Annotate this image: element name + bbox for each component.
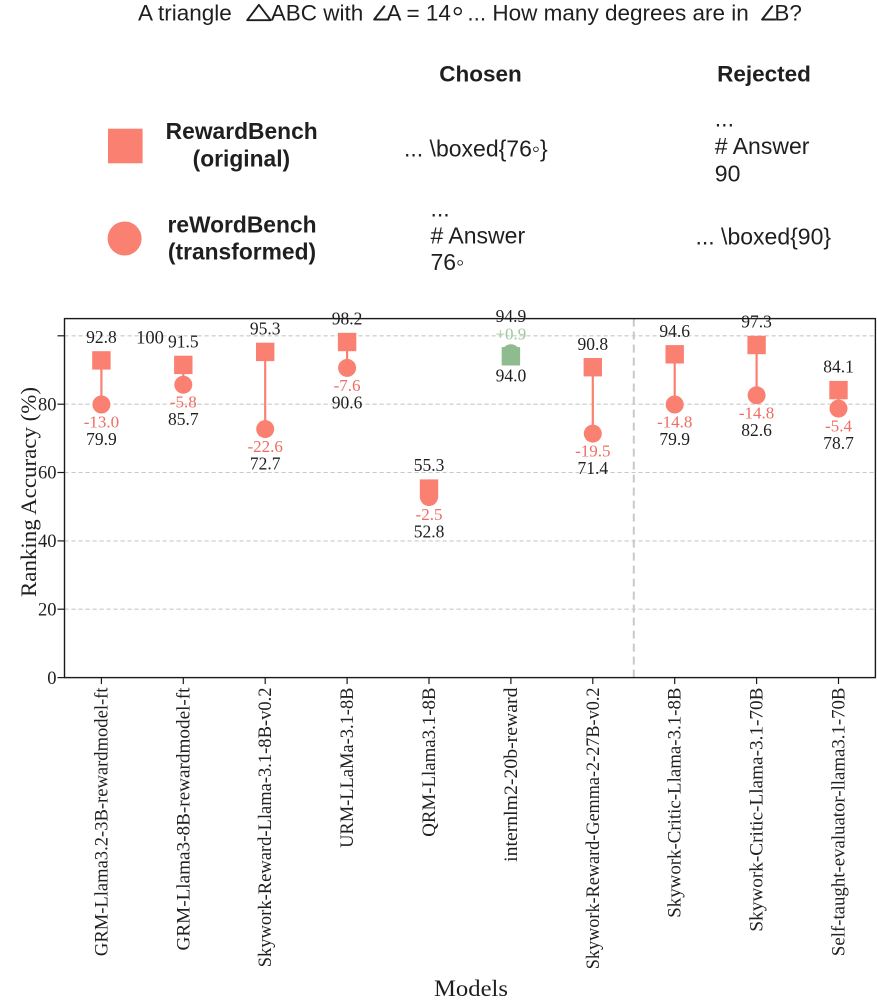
svg-text:Chosen: Chosen [439, 62, 522, 87]
svg-text:+0.9: +0.9 [495, 325, 526, 344]
svg-text:20: 20 [38, 600, 57, 620]
svg-text:-13.0: -13.0 [84, 413, 119, 432]
svg-text:100: 100 [136, 328, 164, 348]
svg-text:98.2: 98.2 [332, 309, 363, 329]
svg-text:Skywork-Critic-Llama-3.1-8B: Skywork-Critic-Llama-3.1-8B [666, 688, 686, 918]
svg-text:91.5: 91.5 [168, 332, 199, 352]
svg-text:78.7: 78.7 [823, 433, 854, 453]
svg-text:72.7: 72.7 [250, 454, 281, 474]
svg-text:... \boxed{76◦}: ... \boxed{76◦} [404, 136, 548, 162]
svg-text:Skywork-Reward-Gemma-2-27B-v0.: Skywork-Reward-Gemma-2-27B-v0.2 [584, 688, 604, 970]
svg-text:-22.6: -22.6 [247, 437, 282, 456]
svg-text:84.1: 84.1 [823, 357, 854, 377]
svg-text:60: 60 [38, 464, 57, 484]
svg-text:79.9: 79.9 [659, 429, 690, 449]
svg-text:79.9: 79.9 [86, 429, 117, 449]
svg-text:94.9: 94.9 [496, 306, 527, 326]
svg-text:QRM-Llama3.1-8B: QRM-Llama3.1-8B [420, 688, 440, 837]
svg-text:... \boxed{90}: ... \boxed{90} [696, 224, 832, 250]
svg-text:92.8: 92.8 [86, 327, 117, 347]
svg-text:(transformed): (transformed) [168, 239, 316, 265]
svg-text:# Answer: # Answer [715, 133, 810, 159]
svg-text:0: 0 [47, 669, 56, 689]
svg-text:Ranking Accuracy (%): Ranking Accuracy (%) [16, 387, 41, 597]
svg-text:80: 80 [38, 395, 57, 415]
svg-text:reWordBench: reWordBench [167, 211, 316, 237]
svg-text:76◦: 76◦ [431, 249, 465, 275]
svg-text:40: 40 [38, 532, 57, 552]
svg-text:Skywork-Critic-Llama-3.1-70B: Skywork-Critic-Llama-3.1-70B [748, 688, 768, 932]
svg-text:52.8: 52.8 [414, 522, 445, 542]
svg-text:90.6: 90.6 [332, 392, 363, 412]
svg-text:55.3: 55.3 [414, 455, 445, 475]
svg-text:90.8: 90.8 [577, 334, 608, 354]
svg-text:Self-taught-evaluator-llama3.1: Self-taught-evaluator-llama3.1-70B [830, 688, 850, 957]
svg-text:Skywork-Reward-Llama-3.1-8B-v0: Skywork-Reward-Llama-3.1-8B-v0.2 [256, 688, 276, 968]
svg-text:GRM-Llama3-8B-rewardmodel-ft: GRM-Llama3-8B-rewardmodel-ft [174, 687, 194, 951]
svg-text:-19.5: -19.5 [575, 442, 610, 461]
svg-text:85.7: 85.7 [168, 409, 199, 429]
svg-text:-14.8: -14.8 [739, 403, 774, 422]
svg-text:-5.4: -5.4 [825, 417, 852, 436]
svg-text:Models: Models [434, 976, 508, 1000]
svg-text:82.6: 82.6 [741, 420, 772, 440]
svg-text:URM-LLaMa-3.1-8B: URM-LLaMa-3.1-8B [338, 688, 358, 848]
svg-text:-2.5: -2.5 [416, 505, 443, 524]
svg-text:97.3: 97.3 [741, 312, 772, 332]
svg-text:GRM-Llama3.2-3B-rewardmodel-ft: GRM-Llama3.2-3B-rewardmodel-ft [92, 687, 112, 956]
svg-text:90: 90 [715, 161, 741, 187]
svg-text:-7.6: -7.6 [334, 376, 361, 395]
svg-text:94.0: 94.0 [496, 366, 527, 386]
svg-text:...: ... [715, 106, 734, 132]
svg-text:(original): (original) [193, 146, 291, 172]
svg-text:RewardBench: RewardBench [166, 118, 318, 144]
svg-text:-14.8: -14.8 [657, 413, 692, 432]
svg-text:71.4: 71.4 [577, 458, 608, 478]
svg-text:-5.8: -5.8 [170, 393, 197, 412]
svg-text:Rejected: Rejected [717, 62, 811, 87]
svg-text:...: ... [431, 196, 450, 222]
svg-text:internlm2-20b-reward: internlm2-20b-reward [502, 687, 522, 862]
svg-text:94.6: 94.6 [659, 321, 690, 341]
svg-text:# Answer: # Answer [431, 223, 526, 249]
svg-text:95.3: 95.3 [250, 319, 281, 339]
